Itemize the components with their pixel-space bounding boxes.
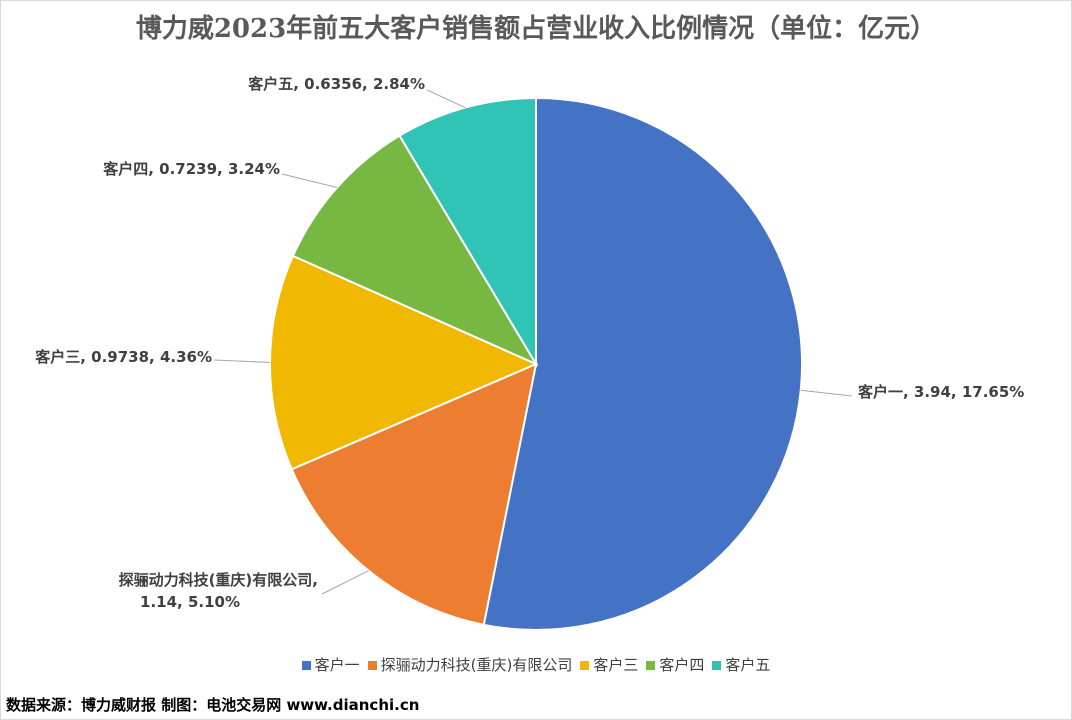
legend-item-2: 探骊动力科技(重庆)有限公司 [367, 654, 573, 675]
legend-swatch-3 [580, 661, 590, 670]
legend-swatch-1 [301, 661, 311, 670]
data-label-2: 探骊动力科技(重庆)有限公司, 1.14, 5.10% [119, 571, 318, 611]
leader-line-4 [281, 173, 338, 188]
leader-line-5 [426, 89, 466, 109]
legend: 客户一 探骊动力科技(重庆)有限公司 客户三 客户四 客户五 [0, 654, 1072, 675]
pie-slice-4 [291, 134, 539, 367]
pie-slice-5 [398, 96, 537, 368]
pie-slice-3 [269, 254, 539, 471]
legend-label-5: 客户五 [725, 656, 771, 674]
leader-line-3 [213, 359, 271, 363]
leader-line-1 [800, 389, 853, 397]
legend-item-3: 客户三 [580, 654, 638, 675]
data-label-3: 客户三, 0.9738, 4.36% [34, 348, 212, 366]
chart-title: 博力威2023年前五大客户销售额占营业收入比例情况（单位：亿元） [135, 14, 937, 44]
legend-item-4: 客户四 [646, 654, 704, 675]
legend-label-3: 客户三 [593, 656, 639, 674]
data-label-1: 客户一, 3.94, 17.65% [857, 383, 1024, 401]
legend-item-5: 客户五 [712, 654, 770, 675]
data-label-4: 客户四, 0.7239, 3.24% [102, 160, 280, 178]
legend-swatch-4 [646, 661, 656, 670]
legend-swatch-5 [712, 661, 722, 670]
legend-item-1: 客户一 [301, 654, 360, 675]
pie-slice-2 [290, 362, 538, 626]
data-label-5: 客户五, 0.6356, 2.84% [247, 75, 425, 93]
leader-line-2 [321, 570, 369, 595]
legend-label-1: 客户一 [314, 656, 360, 674]
source-note: 数据来源：博力威财报 制图：电池交易网 www.dianchi.cn [6, 696, 420, 714]
legend-label-2: 探骊动力科技(重庆)有限公司 [380, 656, 573, 674]
legend-label-4: 客户四 [659, 656, 705, 674]
legend-swatch-2 [367, 661, 377, 670]
